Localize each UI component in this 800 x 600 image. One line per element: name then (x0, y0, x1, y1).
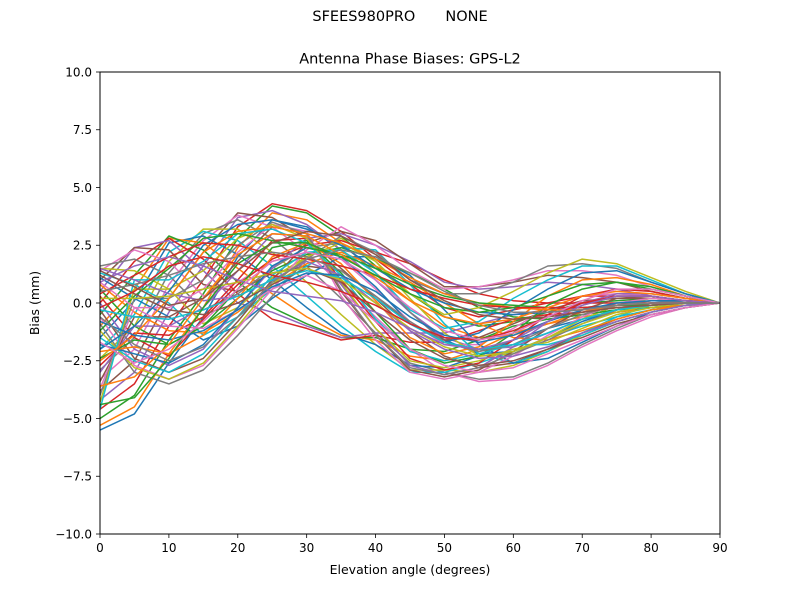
y-axis-label: Bias (mm) (27, 271, 42, 335)
x-tick-label: 50 (437, 541, 452, 555)
series-line-30 (100, 249, 720, 374)
suptitle-radome: NONE (445, 9, 488, 25)
series-line-27 (100, 226, 720, 380)
x-tick-label: 90 (712, 541, 727, 555)
x-tick-label: 30 (299, 541, 314, 555)
y-tick-label: 7.5 (73, 123, 92, 137)
x-tick-label: 0 (96, 541, 104, 555)
series-line-53 (100, 242, 720, 406)
x-axis: 0 10 20 30 40 50 60 70 80 90 (96, 534, 728, 555)
series-line-45 (100, 260, 720, 360)
y-tick-label: −7.5 (63, 470, 92, 484)
series-line-39 (100, 223, 720, 403)
series-layer (100, 202, 720, 431)
x-tick-label: 60 (506, 541, 521, 555)
series-line-32 (100, 242, 720, 355)
series-line-56 (100, 230, 720, 320)
y-tick-label: −2.5 (63, 354, 92, 368)
y-tick-label: 10.0 (65, 65, 92, 79)
series-line-55 (100, 256, 720, 350)
series-line-8 (100, 219, 720, 380)
y-tick-label: 2.5 (73, 239, 92, 253)
suptitle-antenna: SFEES980PRO (312, 9, 416, 25)
y-tick-label: 0.0 (73, 296, 92, 310)
series-line-57 (100, 251, 720, 364)
x-tick-label: 20 (230, 541, 245, 555)
series-line-46 (100, 267, 720, 367)
series-line-51 (100, 272, 720, 344)
x-tick-label: 70 (575, 541, 590, 555)
chart-title: Antenna Phase Biases: GPS-L2 (299, 52, 521, 68)
y-axis: −10.0 −7.5 −5.0 −2.5 0.0 2.5 5.0 7.5 10.0 (55, 65, 100, 541)
y-tick-label: −10.0 (55, 527, 92, 541)
figure-suptitle: SFEES980PRO NONE (0, 9, 800, 25)
y-tick-label: −5.0 (63, 412, 92, 426)
series-line-22 (100, 251, 720, 341)
x-tick-label: 40 (368, 541, 383, 555)
x-axis-label: Elevation angle (degrees) (330, 562, 491, 577)
x-tick-label: 10 (161, 541, 176, 555)
series-line-58 (100, 249, 720, 362)
x-tick-label: 80 (643, 541, 658, 555)
series-line-47 (100, 274, 720, 374)
y-tick-label: 5.0 (73, 181, 92, 195)
